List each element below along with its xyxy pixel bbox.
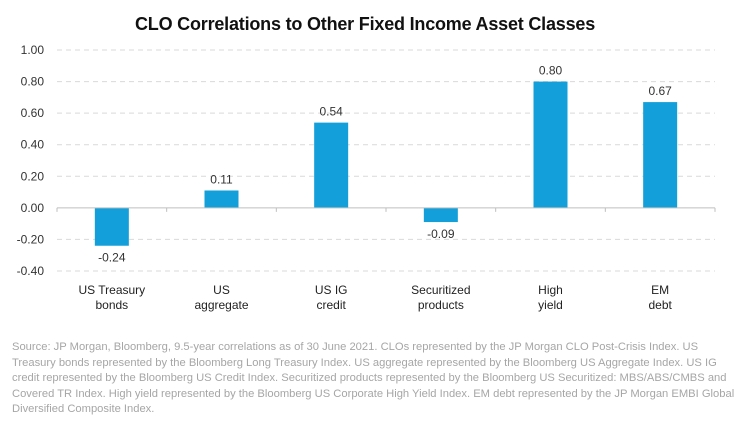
y-axis-ticks: 1.00 0.80 0.60 0.40 0.20 0.00 -0.20 -0.40: [17, 43, 45, 278]
data-labels: -0.24 0.11 0.54 -0.09 0.80 0.67: [98, 64, 672, 265]
data-label: -0.09: [427, 227, 455, 241]
bar-chart: 1.00 0.80 0.60 0.40 0.20 0.00 -0.20 -0.40 -0.24…: [17, 43, 716, 312]
category-label: debt: [648, 298, 672, 312]
y-tick-label: 0.20: [21, 169, 45, 183]
x-axis: [56, 207, 716, 212]
data-label: 0.54: [319, 105, 343, 119]
category-label: US: [213, 283, 230, 297]
category-label: yield: [538, 298, 563, 312]
y-tick-label: -0.20: [17, 232, 45, 246]
bar: [94, 207, 129, 246]
y-tick-label: 0.60: [21, 106, 45, 120]
category-label: bonds: [95, 298, 128, 312]
y-tick-label: 0.80: [21, 75, 45, 89]
data-label: 0.11: [210, 172, 233, 186]
bar: [204, 190, 239, 208]
bar: [533, 81, 568, 208]
gridlines: [57, 49, 715, 272]
source-footnote: Source: JP Morgan, Bloomberg, 9.5-year c…: [12, 341, 735, 416]
y-tick-label: 0.00: [21, 201, 45, 215]
chart-title: CLO Correlations to Other Fixed Income A…: [134, 14, 596, 34]
bar: [314, 122, 349, 208]
category-label: Securitized: [411, 283, 470, 297]
data-label: 0.67: [648, 84, 672, 98]
bar: [643, 102, 678, 208]
category-label: EM: [651, 283, 669, 297]
y-tick-label: 0.40: [21, 138, 45, 152]
y-tick-label: 1.00: [21, 43, 45, 57]
category-label: aggregate: [194, 298, 248, 312]
data-label: 0.80: [539, 64, 563, 78]
data-label: -0.24: [98, 251, 126, 265]
category-label: US IG: [315, 283, 348, 297]
category-label: High: [538, 283, 563, 297]
bar: [423, 207, 458, 223]
category-label: products: [418, 298, 464, 312]
bars: [94, 81, 678, 246]
category-label: US Treasury: [78, 283, 145, 297]
category-label: credit: [316, 298, 346, 312]
y-tick-label: -0.40: [17, 264, 45, 278]
